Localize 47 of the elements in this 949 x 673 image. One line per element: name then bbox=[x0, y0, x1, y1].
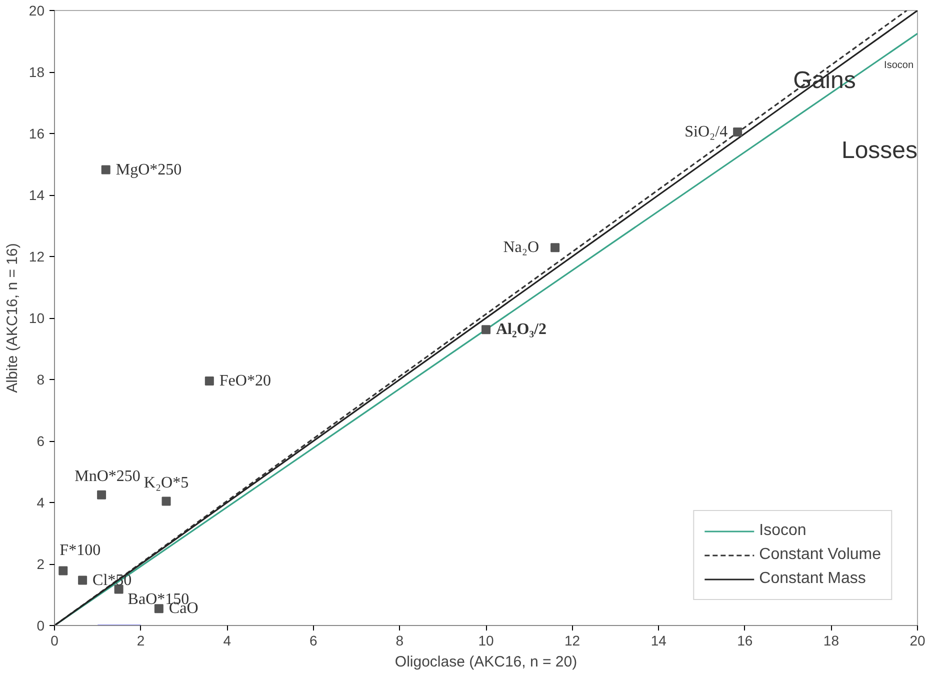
point bbox=[550, 243, 560, 252]
x-tick-label: 18 bbox=[823, 632, 840, 648]
point bbox=[733, 127, 742, 136]
x-axis-title: Oligoclase (AKC16, n = 20) bbox=[394, 654, 578, 670]
annotation: MgO*250 bbox=[116, 161, 182, 178]
y-tick-label: 16 bbox=[28, 126, 45, 142]
point bbox=[154, 604, 164, 614]
y-tick-label: 6 bbox=[36, 433, 45, 449]
point bbox=[101, 165, 110, 174]
annotation: Isocon bbox=[884, 60, 914, 71]
x-tick-label: 12 bbox=[564, 632, 580, 648]
x-tick-label: 10 bbox=[478, 632, 494, 648]
annotation: Al₂O₃/2 bbox=[496, 321, 546, 338]
y-tick-label: 0 bbox=[36, 618, 45, 634]
y-tick-label: 4 bbox=[36, 494, 45, 510]
point bbox=[162, 496, 171, 506]
y-tick-label: 8 bbox=[36, 372, 45, 388]
legend-label: Constant Mass bbox=[759, 570, 866, 588]
x-tick-label: 2 bbox=[136, 632, 145, 648]
y-tick-label: 20 bbox=[28, 2, 45, 18]
annotation: SiO₂/4 bbox=[684, 123, 728, 140]
y-tick-label: 18 bbox=[28, 64, 45, 80]
legend-label: Constant Volume bbox=[759, 546, 881, 564]
x-tick-label: 8 bbox=[396, 632, 404, 648]
annotation: MnO*250 bbox=[74, 468, 140, 485]
point bbox=[482, 325, 490, 334]
annotation: Losses bbox=[841, 137, 918, 164]
legend-label: Isocon bbox=[759, 522, 806, 540]
y-tick-label: 10 bbox=[28, 310, 45, 326]
point bbox=[204, 376, 214, 386]
x-tick-label: 0 bbox=[50, 632, 59, 648]
point bbox=[97, 490, 106, 500]
annotation: FeO*20 bbox=[219, 372, 271, 390]
y-axis-title: Albite (AKC16, n = 16) bbox=[4, 243, 21, 393]
annotation: Na₂O bbox=[503, 239, 540, 256]
x-tick-label: 14 bbox=[650, 632, 667, 648]
annotation: F*100 bbox=[60, 542, 101, 559]
x-tick-label: 20 bbox=[910, 632, 926, 648]
y-tick-label: 2 bbox=[36, 556, 45, 572]
y-tick-label: 14 bbox=[28, 187, 45, 203]
y-tick-label: 12 bbox=[28, 248, 45, 264]
point bbox=[78, 576, 88, 585]
x-tick-label: 16 bbox=[737, 632, 753, 648]
x-tick-label: 4 bbox=[223, 632, 232, 648]
x-tick-label: 6 bbox=[310, 632, 318, 648]
point bbox=[58, 566, 68, 576]
annotation: K₂O*5 bbox=[144, 474, 189, 492]
